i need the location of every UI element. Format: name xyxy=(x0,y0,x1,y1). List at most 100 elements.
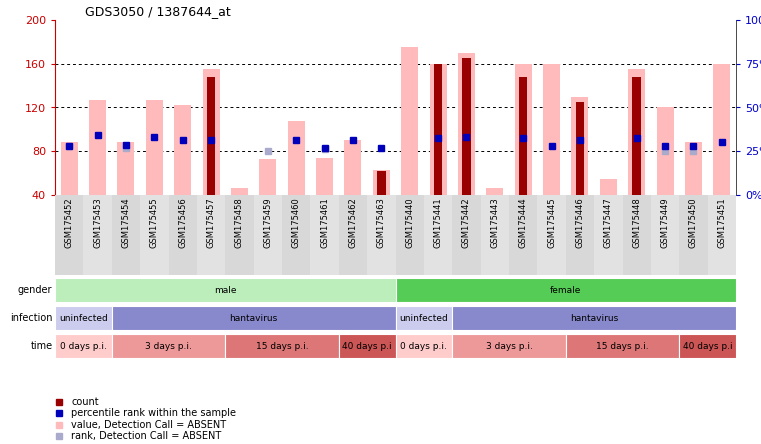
Bar xyxy=(514,64,532,195)
Text: value, Detection Call = ABSENT: value, Detection Call = ABSENT xyxy=(72,420,227,429)
Bar xyxy=(396,195,424,275)
Bar xyxy=(708,195,736,275)
Bar xyxy=(202,69,220,195)
Bar xyxy=(713,64,731,195)
Bar xyxy=(174,105,191,195)
Bar xyxy=(628,69,645,195)
Bar xyxy=(260,159,276,195)
Text: GSM175445: GSM175445 xyxy=(547,198,556,248)
Bar xyxy=(452,195,481,275)
Text: 40 days p.i: 40 days p.i xyxy=(342,341,392,350)
Bar xyxy=(462,58,471,195)
Bar xyxy=(231,188,248,195)
Bar xyxy=(288,121,304,195)
Bar xyxy=(168,195,197,275)
Bar xyxy=(565,334,680,358)
Bar xyxy=(55,195,84,275)
Bar xyxy=(452,334,565,358)
Text: uninfected: uninfected xyxy=(59,313,108,322)
Text: GSM175453: GSM175453 xyxy=(93,198,102,248)
Bar xyxy=(572,96,588,195)
Text: ▶: ▶ xyxy=(55,285,61,294)
Bar xyxy=(680,195,708,275)
Text: GSM175463: GSM175463 xyxy=(377,198,386,248)
Bar xyxy=(316,158,333,195)
Bar xyxy=(146,100,163,195)
Text: 3 days p.i.: 3 days p.i. xyxy=(145,341,192,350)
Text: gender: gender xyxy=(18,285,53,295)
Text: GSM175444: GSM175444 xyxy=(519,198,527,248)
Text: GSM175443: GSM175443 xyxy=(490,198,499,248)
Bar xyxy=(600,178,617,195)
Bar xyxy=(685,143,702,195)
Bar xyxy=(197,195,225,275)
Bar xyxy=(112,306,396,330)
Bar xyxy=(339,334,396,358)
Text: rank, Detection Call = ABSENT: rank, Detection Call = ABSENT xyxy=(72,431,221,440)
Text: GSM175461: GSM175461 xyxy=(320,198,329,248)
Text: infection: infection xyxy=(10,313,53,323)
Text: female: female xyxy=(550,285,581,294)
Text: 40 days p.i: 40 days p.i xyxy=(683,341,732,350)
Text: GSM175451: GSM175451 xyxy=(718,198,726,248)
Text: GSM175454: GSM175454 xyxy=(122,198,130,248)
Bar xyxy=(622,195,651,275)
Bar xyxy=(140,195,168,275)
Bar xyxy=(396,306,452,330)
Text: GSM175460: GSM175460 xyxy=(291,198,301,248)
Text: GSM175447: GSM175447 xyxy=(603,198,613,248)
Bar xyxy=(345,140,361,195)
Text: GSM175446: GSM175446 xyxy=(575,198,584,248)
Text: 15 days p.i.: 15 days p.i. xyxy=(256,341,308,350)
Text: GSM175462: GSM175462 xyxy=(349,198,358,248)
Text: GSM175452: GSM175452 xyxy=(65,198,74,248)
Text: GSM175440: GSM175440 xyxy=(405,198,414,248)
Text: male: male xyxy=(214,285,237,294)
Text: GSM175457: GSM175457 xyxy=(206,198,215,248)
Bar xyxy=(509,195,537,275)
Bar xyxy=(89,100,106,195)
Text: GSM175455: GSM175455 xyxy=(150,198,159,248)
Bar xyxy=(429,64,447,195)
Bar xyxy=(396,278,736,302)
Text: ▶: ▶ xyxy=(55,313,61,322)
Bar xyxy=(452,306,736,330)
Text: 15 days p.i.: 15 days p.i. xyxy=(596,341,649,350)
Bar xyxy=(225,334,339,358)
Bar xyxy=(543,64,560,195)
Text: GSM175458: GSM175458 xyxy=(235,198,244,248)
Text: ▶: ▶ xyxy=(55,341,61,350)
Bar xyxy=(253,195,282,275)
Bar xyxy=(373,170,390,195)
Bar xyxy=(486,188,503,195)
Bar xyxy=(565,195,594,275)
Bar xyxy=(112,195,140,275)
Bar xyxy=(481,195,509,275)
Text: 0 days p.i.: 0 days p.i. xyxy=(400,341,447,350)
Text: GSM175441: GSM175441 xyxy=(434,198,443,248)
Bar xyxy=(55,278,396,302)
Bar xyxy=(377,171,386,195)
Text: GDS3050 / 1387644_at: GDS3050 / 1387644_at xyxy=(85,5,231,18)
Text: GSM175448: GSM175448 xyxy=(632,198,642,248)
Bar xyxy=(657,107,673,195)
Bar xyxy=(651,195,680,275)
Bar xyxy=(207,77,215,195)
Bar xyxy=(424,195,452,275)
Text: count: count xyxy=(72,397,99,407)
Text: 0 days p.i.: 0 days p.i. xyxy=(60,341,107,350)
Text: GSM175449: GSM175449 xyxy=(661,198,670,248)
Bar xyxy=(401,48,419,195)
Bar xyxy=(112,334,225,358)
Text: hantavirus: hantavirus xyxy=(570,313,618,322)
Bar xyxy=(55,306,112,330)
Bar xyxy=(537,195,565,275)
Text: GSM175442: GSM175442 xyxy=(462,198,471,248)
Bar xyxy=(84,195,112,275)
Bar xyxy=(367,195,396,275)
Text: percentile rank within the sample: percentile rank within the sample xyxy=(72,408,237,418)
Bar xyxy=(225,195,253,275)
Bar xyxy=(61,143,78,195)
Text: uninfected: uninfected xyxy=(400,313,448,322)
Bar xyxy=(396,334,452,358)
